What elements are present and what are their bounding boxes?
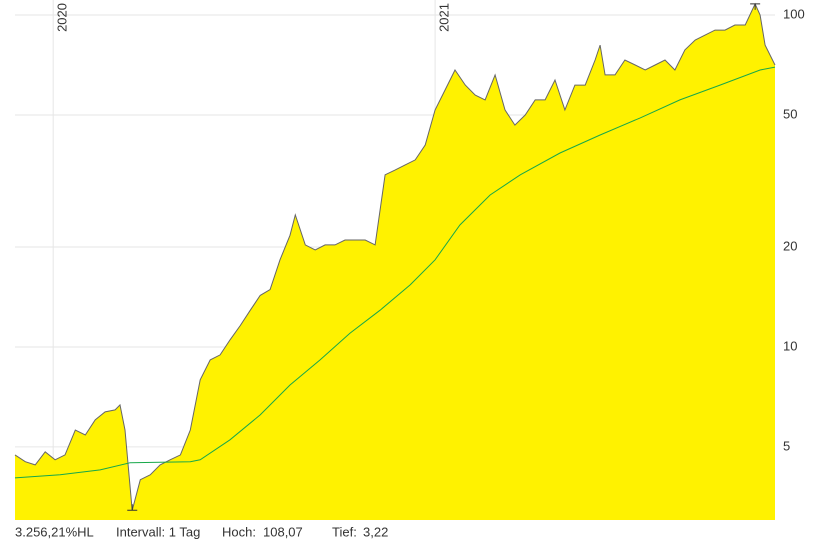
y-tick-label: 100 xyxy=(783,6,805,21)
low-label: Tief: xyxy=(332,524,357,539)
series-group xyxy=(14,2,776,520)
interval: Intervall: 1 Tag xyxy=(116,524,200,539)
high-marker xyxy=(750,3,761,10)
axes: 5 10 20 50 100 2020 2021 xyxy=(55,3,805,453)
y-tick-label: 5 xyxy=(783,438,790,453)
x-tick-label: 2020 xyxy=(55,3,70,32)
low-value: 3,22 xyxy=(363,524,388,539)
y-tick-label: 10 xyxy=(783,338,797,353)
moving-average xyxy=(14,66,776,479)
price-line xyxy=(14,2,776,511)
area xyxy=(15,3,775,520)
high-value: 108,07 xyxy=(263,524,303,539)
high-label: Hoch: xyxy=(222,524,256,539)
x-tick-label: 2021 xyxy=(437,3,452,32)
plot: 5 10 20 50 100 2020 2021 xyxy=(14,0,805,520)
y-tick-label: 20 xyxy=(783,238,797,253)
y-tick-label: 50 xyxy=(783,106,797,121)
low-marker xyxy=(127,504,138,511)
performance: 3.256,21%HL xyxy=(15,524,94,539)
